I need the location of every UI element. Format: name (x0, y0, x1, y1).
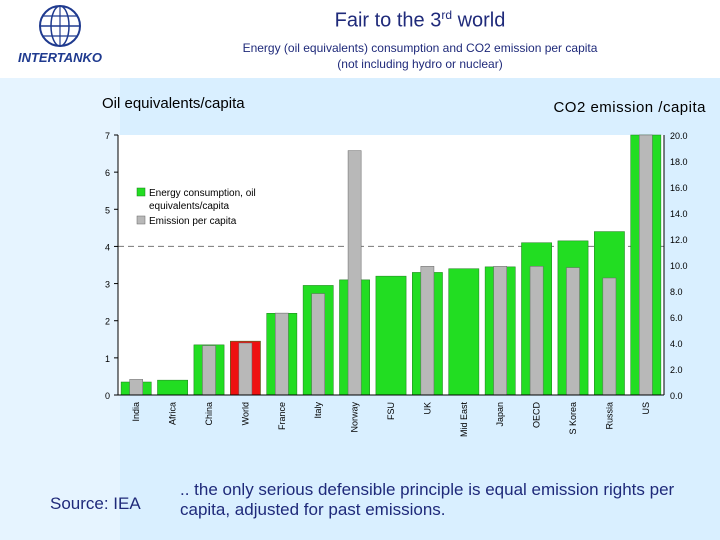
emission-bar-s-korea (566, 267, 580, 396)
category-label: Norway (350, 402, 360, 433)
emission-bar-india (129, 379, 144, 396)
category-label: US (641, 402, 651, 415)
emission-bar-uk (420, 266, 435, 396)
energy-bar-africa (157, 379, 188, 396)
category-label: India (131, 402, 141, 422)
right-tick-label: 0.0 (670, 391, 683, 401)
category-label: World (240, 402, 250, 425)
right-tick-label: 10.0 (670, 261, 688, 271)
right-tick-label: 12.0 (670, 235, 688, 245)
right-tick-label: 16.0 (670, 183, 688, 193)
right-axis-title: CO2 emission /capita (553, 99, 706, 116)
energy-bar-fsu (375, 275, 407, 396)
emission-bar-italy (311, 293, 326, 396)
category-label: Japan (495, 402, 505, 427)
left-tick-label: 3 (105, 280, 110, 290)
category-label: Africa (168, 402, 178, 425)
right-tick-label: 18.0 (670, 157, 688, 167)
subtitle-line-2: (not including hydro or nuclear) (337, 57, 503, 71)
logo: INTERTANKO (0, 0, 120, 78)
right-tick-label: 6.0 (670, 313, 683, 323)
legend-label-energy: Energy consumption, oil (149, 188, 256, 199)
globe-logo-icon: INTERTANKO (18, 5, 102, 65)
left-tick-label: 6 (105, 168, 110, 178)
page-title: Fair to the 3rd world (334, 8, 506, 32)
legend-swatch-emission (136, 215, 146, 225)
left-tick-label: 7 (105, 131, 110, 141)
right-tick-label: 8.0 (670, 287, 683, 297)
legend-label-energy-line2: equivalents/capita (149, 201, 229, 212)
left-tick-label: 0 (105, 391, 110, 401)
category-label: Mid East (459, 402, 469, 438)
left-tick-label: 1 (105, 354, 110, 364)
category-label: S Korea (568, 402, 578, 435)
category-label: FSU (386, 402, 396, 420)
subtitle-line-1: Energy (oil equivalents) consumption and… (242, 41, 598, 55)
category-label: China (204, 402, 214, 426)
header: Fair to the 3rd world Energy (oil equiva… (120, 0, 720, 78)
logo-text: INTERTANKO (18, 50, 102, 65)
right-tick-label: 2.0 (670, 365, 683, 375)
category-label: UK (422, 402, 432, 415)
emission-bar-china (202, 345, 216, 396)
category-label: OECD (532, 402, 542, 429)
emission-bar-us (638, 134, 653, 396)
emission-bar-world (238, 342, 253, 396)
page-subtitle: Energy (oil equivalents) consumption and… (120, 40, 720, 72)
left-tick-label: 5 (105, 205, 110, 215)
category-label: France (277, 402, 287, 430)
left-tick-label: 4 (105, 242, 110, 252)
left-axis-title: Oil equivalents/capita (102, 95, 245, 112)
energy-bar-mid-east (448, 268, 480, 396)
footnote-text: .. the only serious defensible principle… (180, 480, 675, 519)
legend-label-emission: Emission per capita (149, 216, 237, 227)
left-margin-band (0, 78, 120, 540)
right-tick-label: 4.0 (670, 339, 683, 349)
emission-bar-france (274, 312, 289, 396)
emission-bar-norway (347, 150, 362, 396)
emission-bar-russia (602, 277, 617, 396)
emission-bar-oecd (529, 266, 544, 396)
right-tick-label: 14.0 (670, 209, 688, 219)
category-label: Italy (313, 402, 323, 419)
emission-bar-japan (493, 266, 508, 396)
category-label: Russia (604, 402, 614, 430)
source-label: Source: IEA (50, 494, 141, 513)
right-tick-label: 20.0 (670, 131, 688, 141)
left-tick-label: 2 (105, 317, 110, 327)
legend-swatch-energy (136, 187, 146, 197)
